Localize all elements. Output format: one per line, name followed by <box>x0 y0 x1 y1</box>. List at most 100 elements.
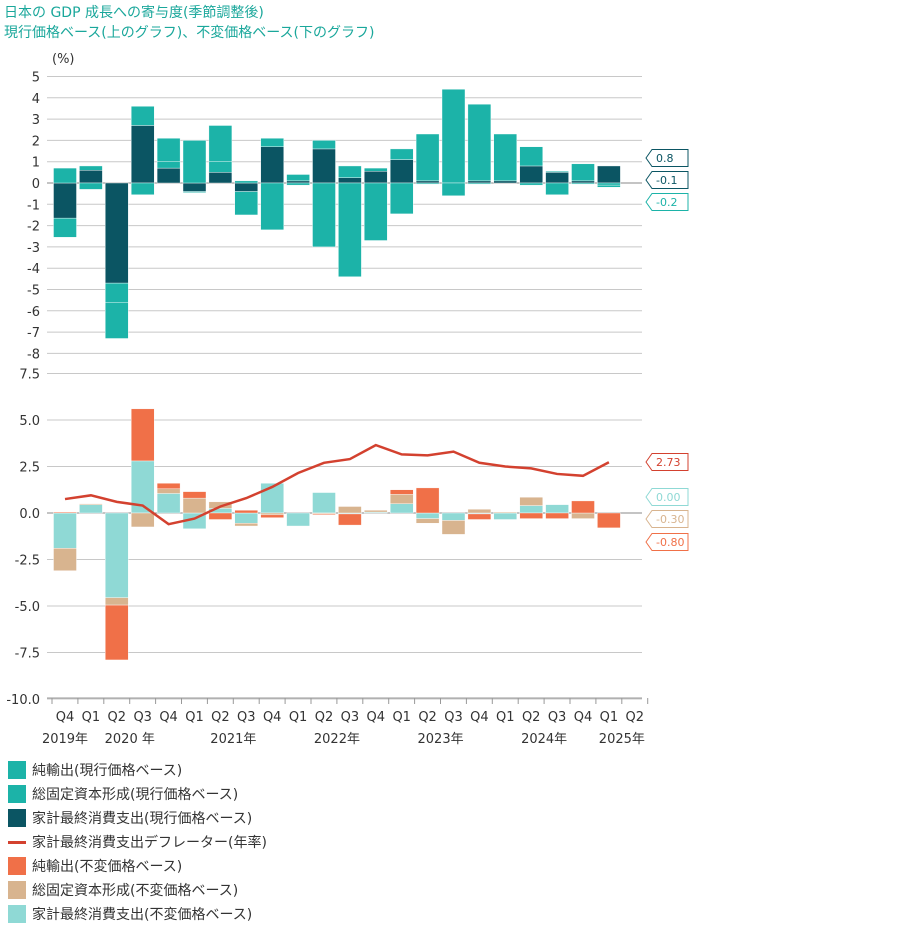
bottom-bar-2 <box>105 604 129 661</box>
bottom-bar-0 <box>312 492 336 514</box>
bottom-y-tick-label: 2.5 <box>19 461 40 476</box>
bottom-bar-1 <box>338 506 362 514</box>
bottom-y-tick-label: -2.5 <box>15 554 40 569</box>
top-y-tick-label: 5 <box>32 71 40 86</box>
top-bar-2 <box>79 182 103 190</box>
bottom-bar-0 <box>53 512 77 549</box>
bottom-bar-1 <box>364 510 388 513</box>
bottom-bar-1 <box>105 597 129 606</box>
x-quarter-label: Q2 <box>108 710 127 725</box>
top-bar-2 <box>286 174 310 182</box>
x-quarter-label: Q4 <box>367 710 386 725</box>
top-y-tick-label: -6 <box>27 305 40 320</box>
x-quarter-label: Q3 <box>133 710 152 725</box>
top-bar-1 <box>130 182 155 195</box>
x-quarter-label: Q1 <box>185 710 204 725</box>
top-bar-2 <box>571 182 595 185</box>
top-y-tick-label: -4 <box>27 262 40 277</box>
top-callout-box <box>645 149 689 167</box>
top-bar-1 <box>338 182 362 277</box>
bottom-y-tick-label: 0.0 <box>19 507 40 522</box>
top-bar-2 <box>597 184 621 188</box>
x-year-label: 2024年 <box>521 732 567 747</box>
legend-swatch <box>8 785 26 803</box>
x-quarter-label: Q2 <box>418 710 437 725</box>
top-y-tick-label: -2 <box>27 220 40 235</box>
top-y-tick-label: -8 <box>27 347 40 362</box>
x-quarter-label: Q1 <box>600 710 619 725</box>
x-quarter-label: Q4 <box>159 710 178 725</box>
top-bar-1 <box>79 165 103 171</box>
top-y-tick-label: -3 <box>27 241 40 256</box>
top-callout-box <box>645 171 689 189</box>
legend-item: 家計最終消費支出デフレーター(年率) <box>8 830 267 854</box>
x-quarter-label: Q2 <box>626 710 645 725</box>
top-bar-2 <box>545 171 569 173</box>
bottom-bar-1 <box>130 512 155 528</box>
chart-title: 日本の GDP 成長への寄与度(季節調整後) <box>4 5 264 21</box>
top-y-tick-label: 4 <box>32 92 40 107</box>
bottom-bar-2 <box>571 500 595 514</box>
top-bar-1 <box>105 282 129 303</box>
bottom-bar-0 <box>156 493 181 514</box>
bottom-bar-1 <box>519 496 543 506</box>
bottom-callout-label: 2.73 <box>656 456 681 469</box>
top-bar-0 <box>182 182 207 192</box>
bottom-callout-box <box>645 510 689 528</box>
top-bar-0 <box>364 171 388 184</box>
top-bar-1 <box>260 182 284 231</box>
bottom-callout-label: -0.30 <box>656 513 684 526</box>
legend-swatch <box>8 761 26 779</box>
bottom-bar-0 <box>415 512 440 519</box>
top-bar-2 <box>519 182 543 186</box>
top-bar-0 <box>312 148 336 184</box>
legend-label: 総固定資本形成(現行価格ベース) <box>32 787 239 803</box>
top-bar-1 <box>364 182 388 241</box>
bottom-bar-0 <box>519 505 543 514</box>
top-bar-1 <box>286 182 310 186</box>
legend-item: 総固定資本形成(現行価格ベース) <box>8 782 267 806</box>
x-year-label: 2023年 <box>418 732 464 747</box>
top-bar-0 <box>545 172 569 184</box>
top-bar-0 <box>208 172 233 184</box>
x-quarter-label: Q3 <box>548 710 567 725</box>
top-bar-0 <box>130 125 155 184</box>
bottom-bar-2 <box>208 512 233 520</box>
legend-label: 純輸出(不変価格ベース) <box>32 859 183 875</box>
top-callout-box <box>645 193 689 211</box>
bottom-bar-0 <box>105 512 129 598</box>
legend-label: 総固定資本形成(不変価格ベース) <box>32 883 239 899</box>
bottom-y-tick-label: 7.5 <box>19 368 40 383</box>
top-bar-1 <box>312 182 336 248</box>
bottom-bar-2 <box>519 512 543 519</box>
top-bar-0 <box>286 180 310 184</box>
top-bar-1 <box>493 133 517 182</box>
top-bar-2 <box>53 167 77 184</box>
legend-label: 純輸出(現行価格ベース) <box>32 763 183 779</box>
x-quarter-label: Q1 <box>392 710 411 725</box>
top-bar-2 <box>130 106 155 126</box>
bottom-bar-2 <box>260 514 284 518</box>
x-quarter-label: Q3 <box>341 710 360 725</box>
top-bar-2 <box>105 302 129 339</box>
bottom-bar-0 <box>390 503 414 514</box>
bottom-bar-0 <box>441 512 466 521</box>
legend-label: 家計最終消費支出(不変価格ベース) <box>32 907 253 923</box>
bottom-bar-2 <box>234 510 259 514</box>
top-bar-0 <box>156 167 181 184</box>
top-bar-0 <box>53 182 77 219</box>
top-y-tick-label: -1 <box>27 198 40 213</box>
bottom-bar-2 <box>390 489 414 495</box>
bottom-bar-2 <box>130 408 155 462</box>
x-quarter-label: Q2 <box>522 710 541 725</box>
bottom-bar-2 <box>597 512 621 529</box>
legend-item: 総固定資本形成(不変価格ベース) <box>8 878 267 902</box>
top-bar-2 <box>467 182 492 185</box>
top-bar-1 <box>390 182 414 215</box>
bottom-bar-1 <box>156 488 181 494</box>
x-quarter-label: Q4 <box>56 710 75 725</box>
top-bar-1 <box>441 89 466 184</box>
top-callout-label: -0.1 <box>656 174 677 187</box>
x-year-label: 2021年 <box>210 732 256 747</box>
